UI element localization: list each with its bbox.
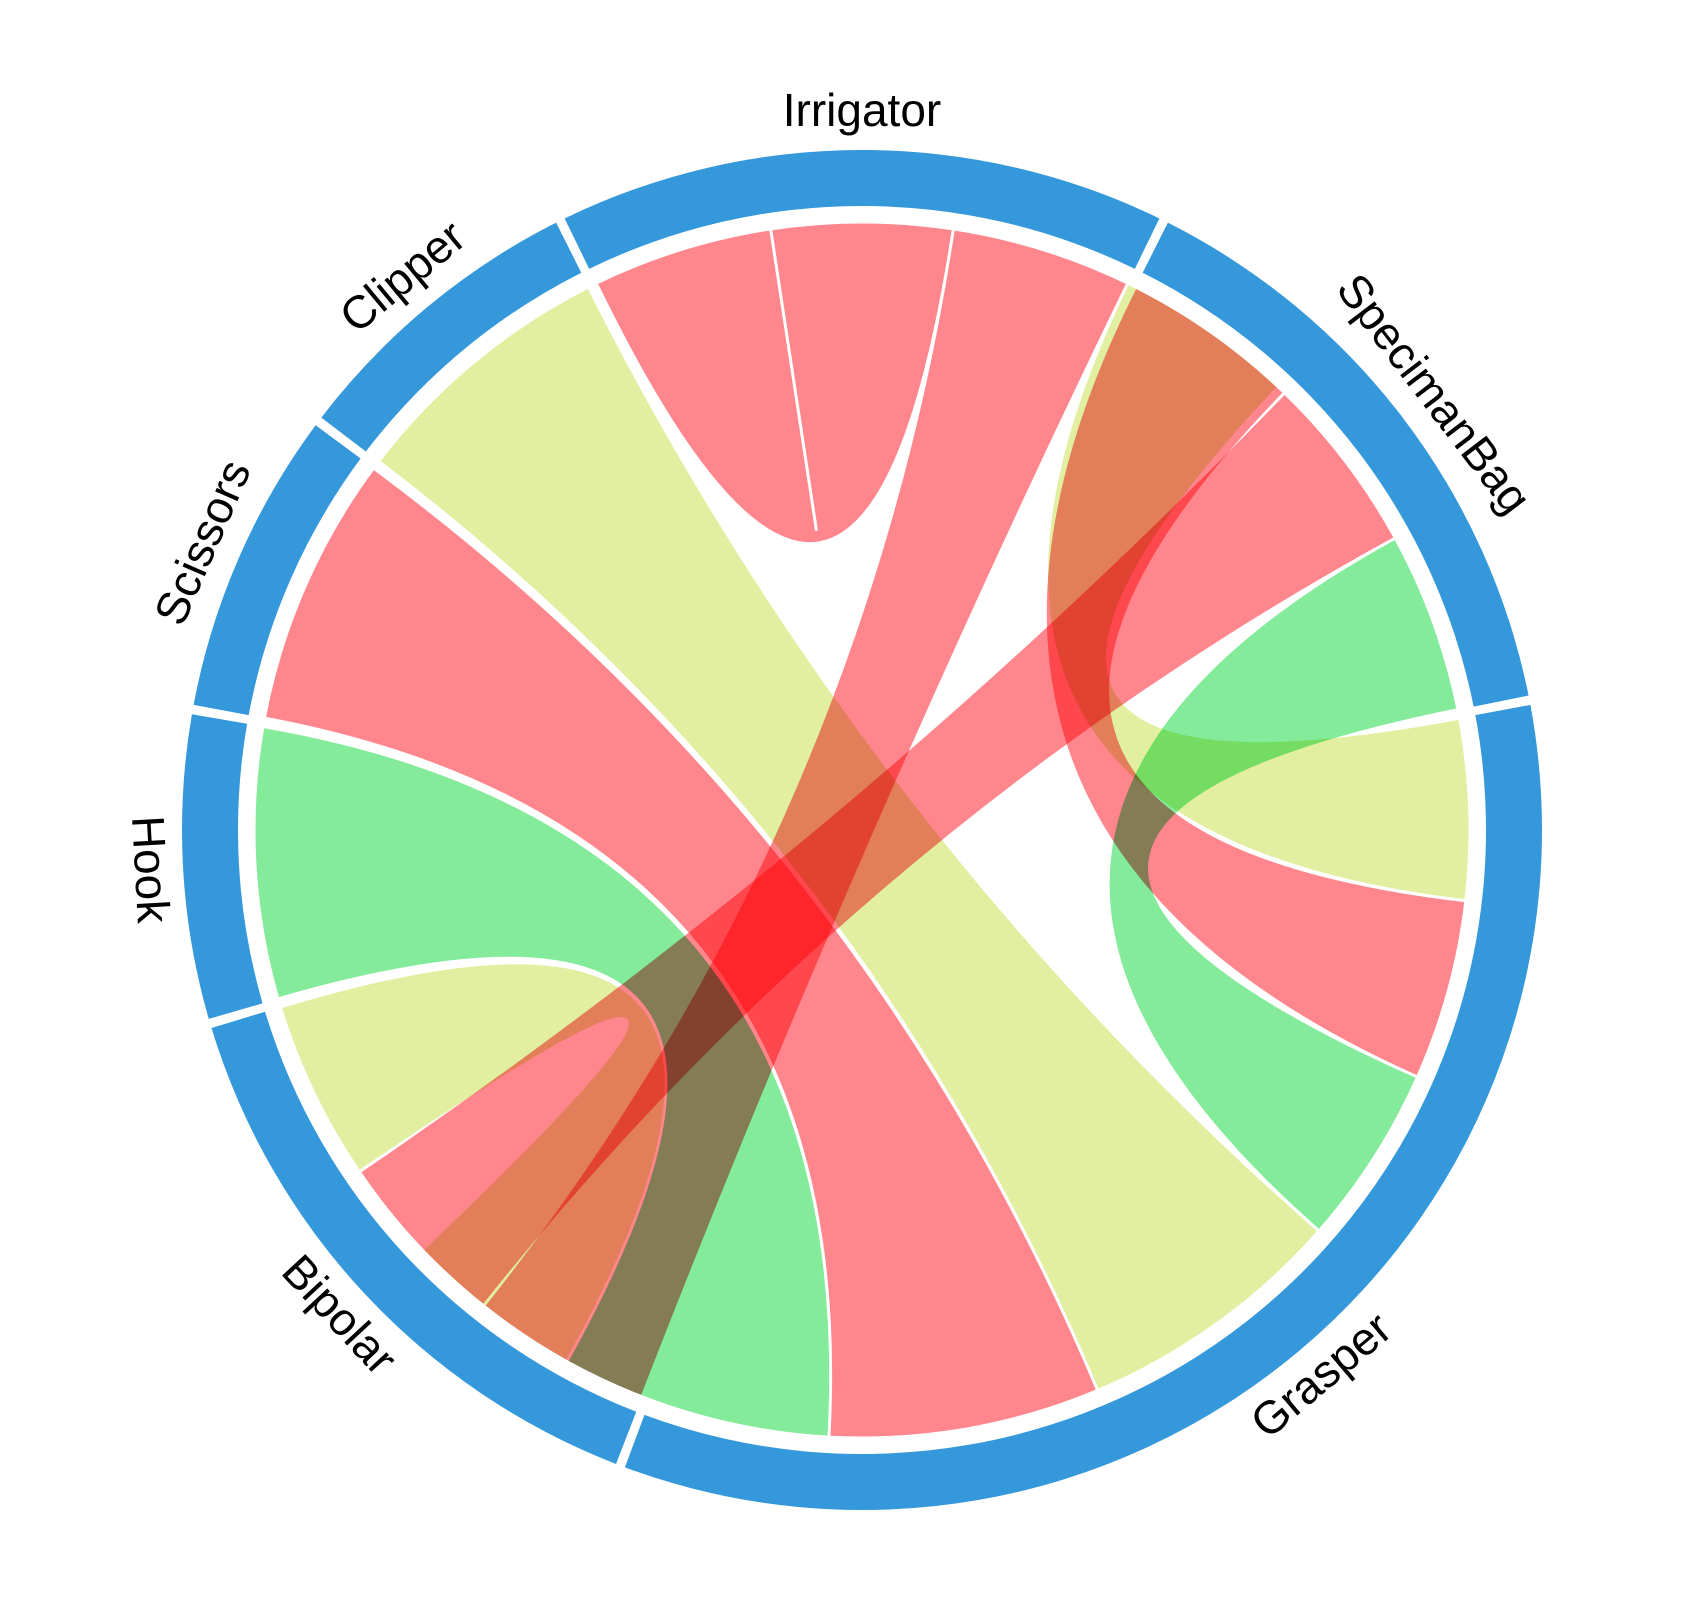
ribbon-irrigator-irrigator-0: [594, 220, 956, 546]
node-label-hook: Hook: [122, 814, 180, 925]
node-arc-bipolar: [211, 1011, 637, 1464]
ribbon-bipolar-grasper-9: [278, 961, 668, 1364]
node-arc-irrigator: [564, 149, 1160, 269]
ribbon-specimanbag-grasper-5: [1106, 536, 1460, 1234]
ribbons-layer: [252, 220, 1472, 1440]
node-arcs-layer: [181, 149, 1543, 1510]
node-label-irrigator: Irrigator: [783, 84, 941, 136]
node-arc-specimanbag: [1142, 222, 1529, 707]
node-arc-grasper: [624, 704, 1543, 1510]
ribbon-clipper-grasper-6: [376, 284, 1322, 1393]
node-arc-hook: [181, 714, 263, 1019]
node-arc-scissors: [193, 425, 361, 716]
node-arc-clipper: [321, 222, 582, 452]
